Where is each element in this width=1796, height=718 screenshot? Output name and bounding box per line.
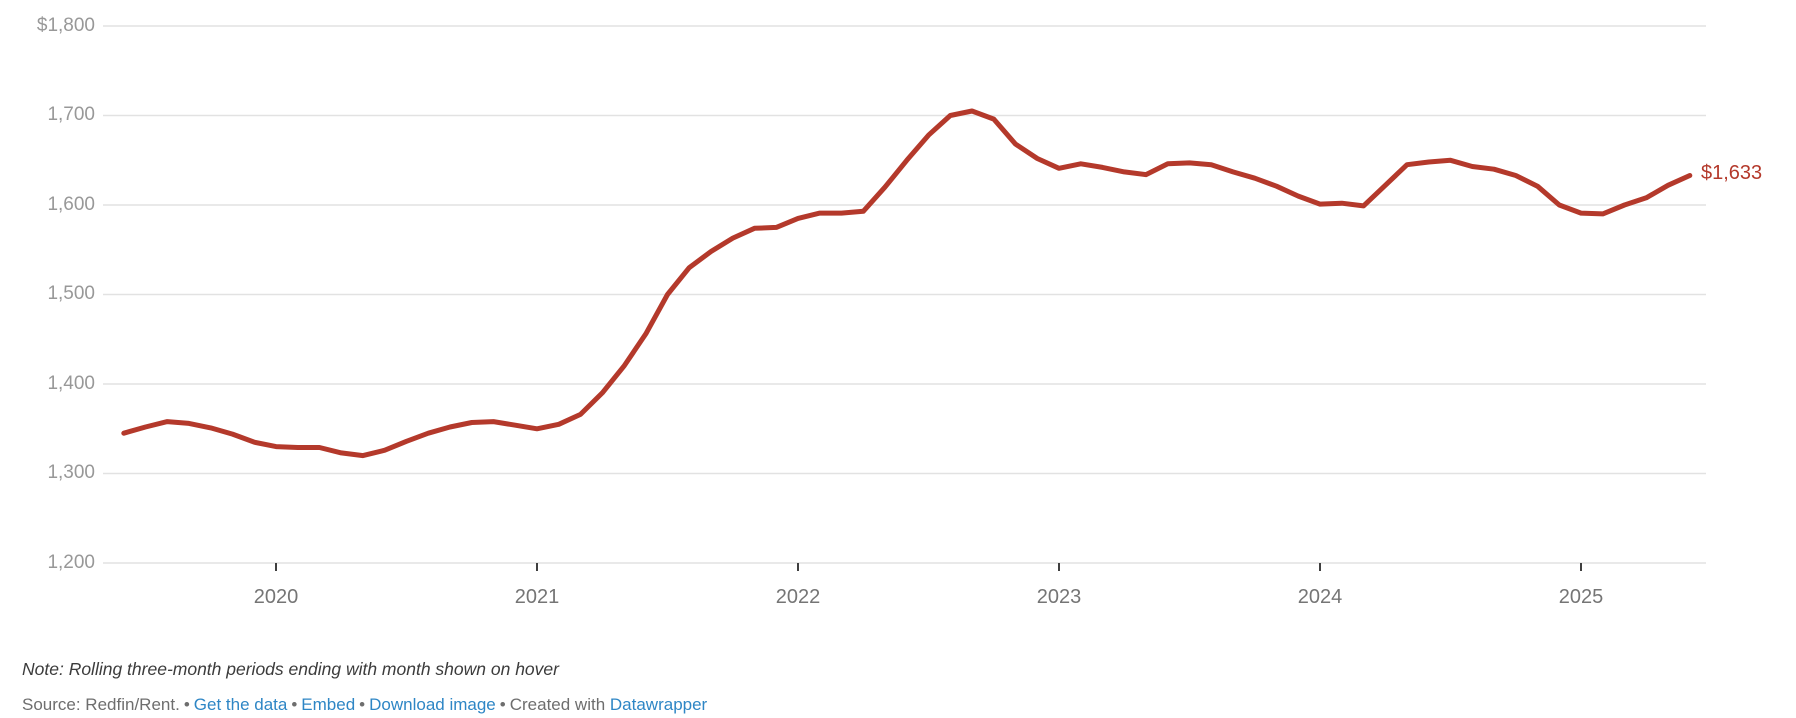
x-tick-2020 xyxy=(275,563,277,571)
source-label: Source: Redfin/Rent. xyxy=(22,695,180,714)
x-axis-label-2024: 2024 xyxy=(1297,586,1343,608)
x-axis-label-2022: 2022 xyxy=(775,586,821,608)
bullet-separator: • xyxy=(359,695,366,714)
bullet-separator: • xyxy=(499,695,506,714)
x-tick-2023 xyxy=(1058,563,1060,571)
line-end-value-label: $1,633 xyxy=(1701,162,1763,184)
chart-note: Note: Rolling three-month periods ending… xyxy=(22,659,559,679)
x-tick-2022 xyxy=(797,563,799,571)
get-the-data-link[interactable]: Get the data xyxy=(193,695,288,714)
bullet-separator: • xyxy=(183,695,190,714)
chart-source-line: Source: Redfin/Rent. • Get the data • Embed •… xyxy=(22,694,707,715)
datawrapper-link[interactable]: Datawrapper xyxy=(609,695,708,714)
y-axis-label-1400: 1,400 xyxy=(47,373,95,394)
y-axis-label-1200: 1,200 xyxy=(47,552,95,573)
x-axis-label-2023: 2023 xyxy=(1036,586,1082,608)
bullet-separator: • xyxy=(291,695,298,714)
x-tick-2025 xyxy=(1580,563,1582,571)
created-with-label: Created with xyxy=(509,695,606,714)
y-axis-label-1700: 1,700 xyxy=(47,104,95,125)
x-tick-2021 xyxy=(536,563,538,571)
x-axis-label-2020: 2020 xyxy=(253,586,299,608)
rent-line[interactable] xyxy=(121,108,1693,459)
embed-link[interactable]: Embed xyxy=(301,695,356,714)
x-tick-2024 xyxy=(1319,563,1321,571)
y-axis-label-1600: 1,600 xyxy=(47,194,95,215)
y-axis-label-1800: $1,800 xyxy=(36,15,95,36)
download-image-link[interactable]: Download image xyxy=(369,695,496,714)
x-axis-label-2025: 2025 xyxy=(1558,586,1604,608)
x-axis-label-2021: 2021 xyxy=(514,586,560,608)
y-axis-label-1500: 1,500 xyxy=(47,283,95,304)
y-axis-label-1300: 1,300 xyxy=(47,462,95,483)
